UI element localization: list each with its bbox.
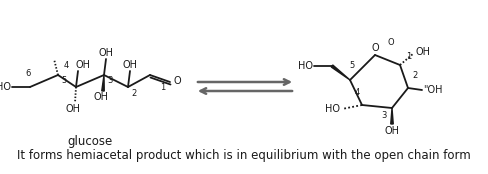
- Text: glucose: glucose: [67, 135, 113, 148]
- Polygon shape: [391, 108, 393, 124]
- Text: 3: 3: [382, 111, 387, 120]
- Text: It forms hemiacetal product which is in equilibrium with the open chain form: It forms hemiacetal product which is in …: [17, 149, 471, 162]
- Text: OH: OH: [75, 60, 90, 70]
- Text: OH: OH: [385, 126, 400, 136]
- Text: OH: OH: [99, 48, 114, 58]
- Text: 1: 1: [406, 52, 411, 61]
- Text: 4: 4: [355, 88, 360, 97]
- Polygon shape: [331, 65, 350, 80]
- Text: 2: 2: [412, 71, 417, 80]
- Text: 5: 5: [61, 76, 66, 85]
- Text: 5: 5: [349, 61, 355, 70]
- Text: HO: HO: [0, 82, 11, 92]
- Text: O: O: [371, 43, 379, 53]
- Text: 4: 4: [64, 61, 69, 70]
- Text: 6: 6: [25, 69, 31, 78]
- Text: OH: OH: [122, 60, 138, 70]
- Text: OH: OH: [65, 104, 81, 114]
- Polygon shape: [102, 75, 104, 91]
- Text: 2: 2: [131, 89, 136, 98]
- Text: OH: OH: [416, 47, 431, 57]
- Text: 1: 1: [160, 83, 165, 92]
- Text: HO: HO: [298, 61, 313, 71]
- Text: HO: HO: [325, 104, 340, 114]
- Text: O: O: [173, 76, 181, 86]
- Text: 3: 3: [107, 76, 112, 85]
- Text: "OH: "OH: [423, 85, 443, 95]
- Text: OH: OH: [94, 92, 108, 102]
- Text: O: O: [387, 38, 394, 47]
